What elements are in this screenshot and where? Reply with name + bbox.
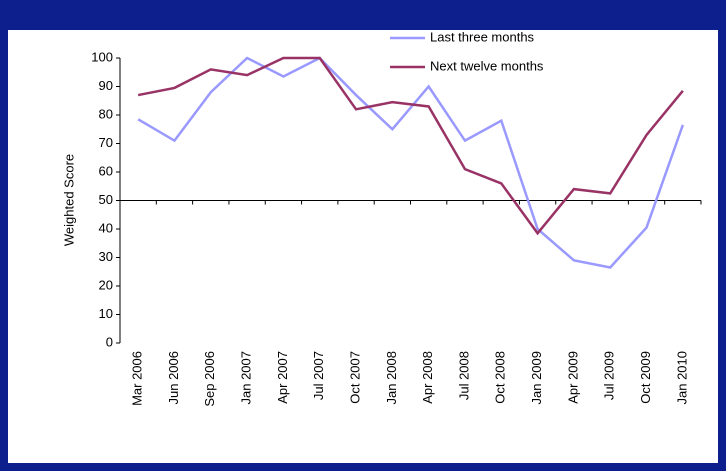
x-tick-label: Mar 2006 (130, 351, 145, 406)
y-tick-label: 20 (99, 277, 113, 292)
chart: Weighted Score 0 10 20 30 40 50 60 70 80 90 100 Mar… (8, 30, 718, 463)
x-tick-label: Apr 2007 (275, 351, 290, 404)
x-tick-label: Jan 2008 (384, 351, 399, 405)
y-tick-label: 80 (99, 106, 113, 121)
y-tick-label: 10 (99, 306, 113, 321)
x-tick-label: Jan 2010 (674, 351, 689, 405)
x-tick-label: Jun 2006 (166, 351, 181, 405)
x-tick-label: Jul 2009 (602, 351, 617, 400)
legend-label: Next twelve months (430, 58, 544, 73)
series-line (137, 56, 685, 269)
x-tick-label: Jan 2007 (239, 351, 254, 405)
y-tick-label: 100 (91, 49, 113, 64)
x-tick-label: Jul 2008 (456, 351, 471, 400)
y-tick-label: 50 (99, 192, 113, 207)
x-tick-label: Jul 2007 (311, 351, 326, 400)
x-tick-label: Apr 2008 (420, 351, 435, 404)
y-tick-label: 0 (106, 334, 113, 349)
x-tick-label: Oct 2008 (493, 351, 508, 404)
legend-label: Last three months (430, 30, 535, 44)
y-tick-label: 60 (99, 163, 113, 178)
x-tick-label: Apr 2009 (565, 351, 580, 404)
y-tick-label: 40 (99, 220, 113, 235)
series-line (137, 56, 684, 236)
y-tick-label: 70 (99, 135, 113, 150)
y-axis-label: Weighted Score (61, 154, 76, 246)
x-tick-label: Jan 2009 (529, 351, 544, 405)
y-tick-label: 90 (99, 78, 113, 93)
y-tick-label: 30 (99, 249, 113, 264)
x-tick-label: Sep 2006 (202, 351, 217, 407)
x-tick-label: Oct 2007 (347, 351, 362, 404)
x-tick-label: Oct 2009 (638, 351, 653, 404)
